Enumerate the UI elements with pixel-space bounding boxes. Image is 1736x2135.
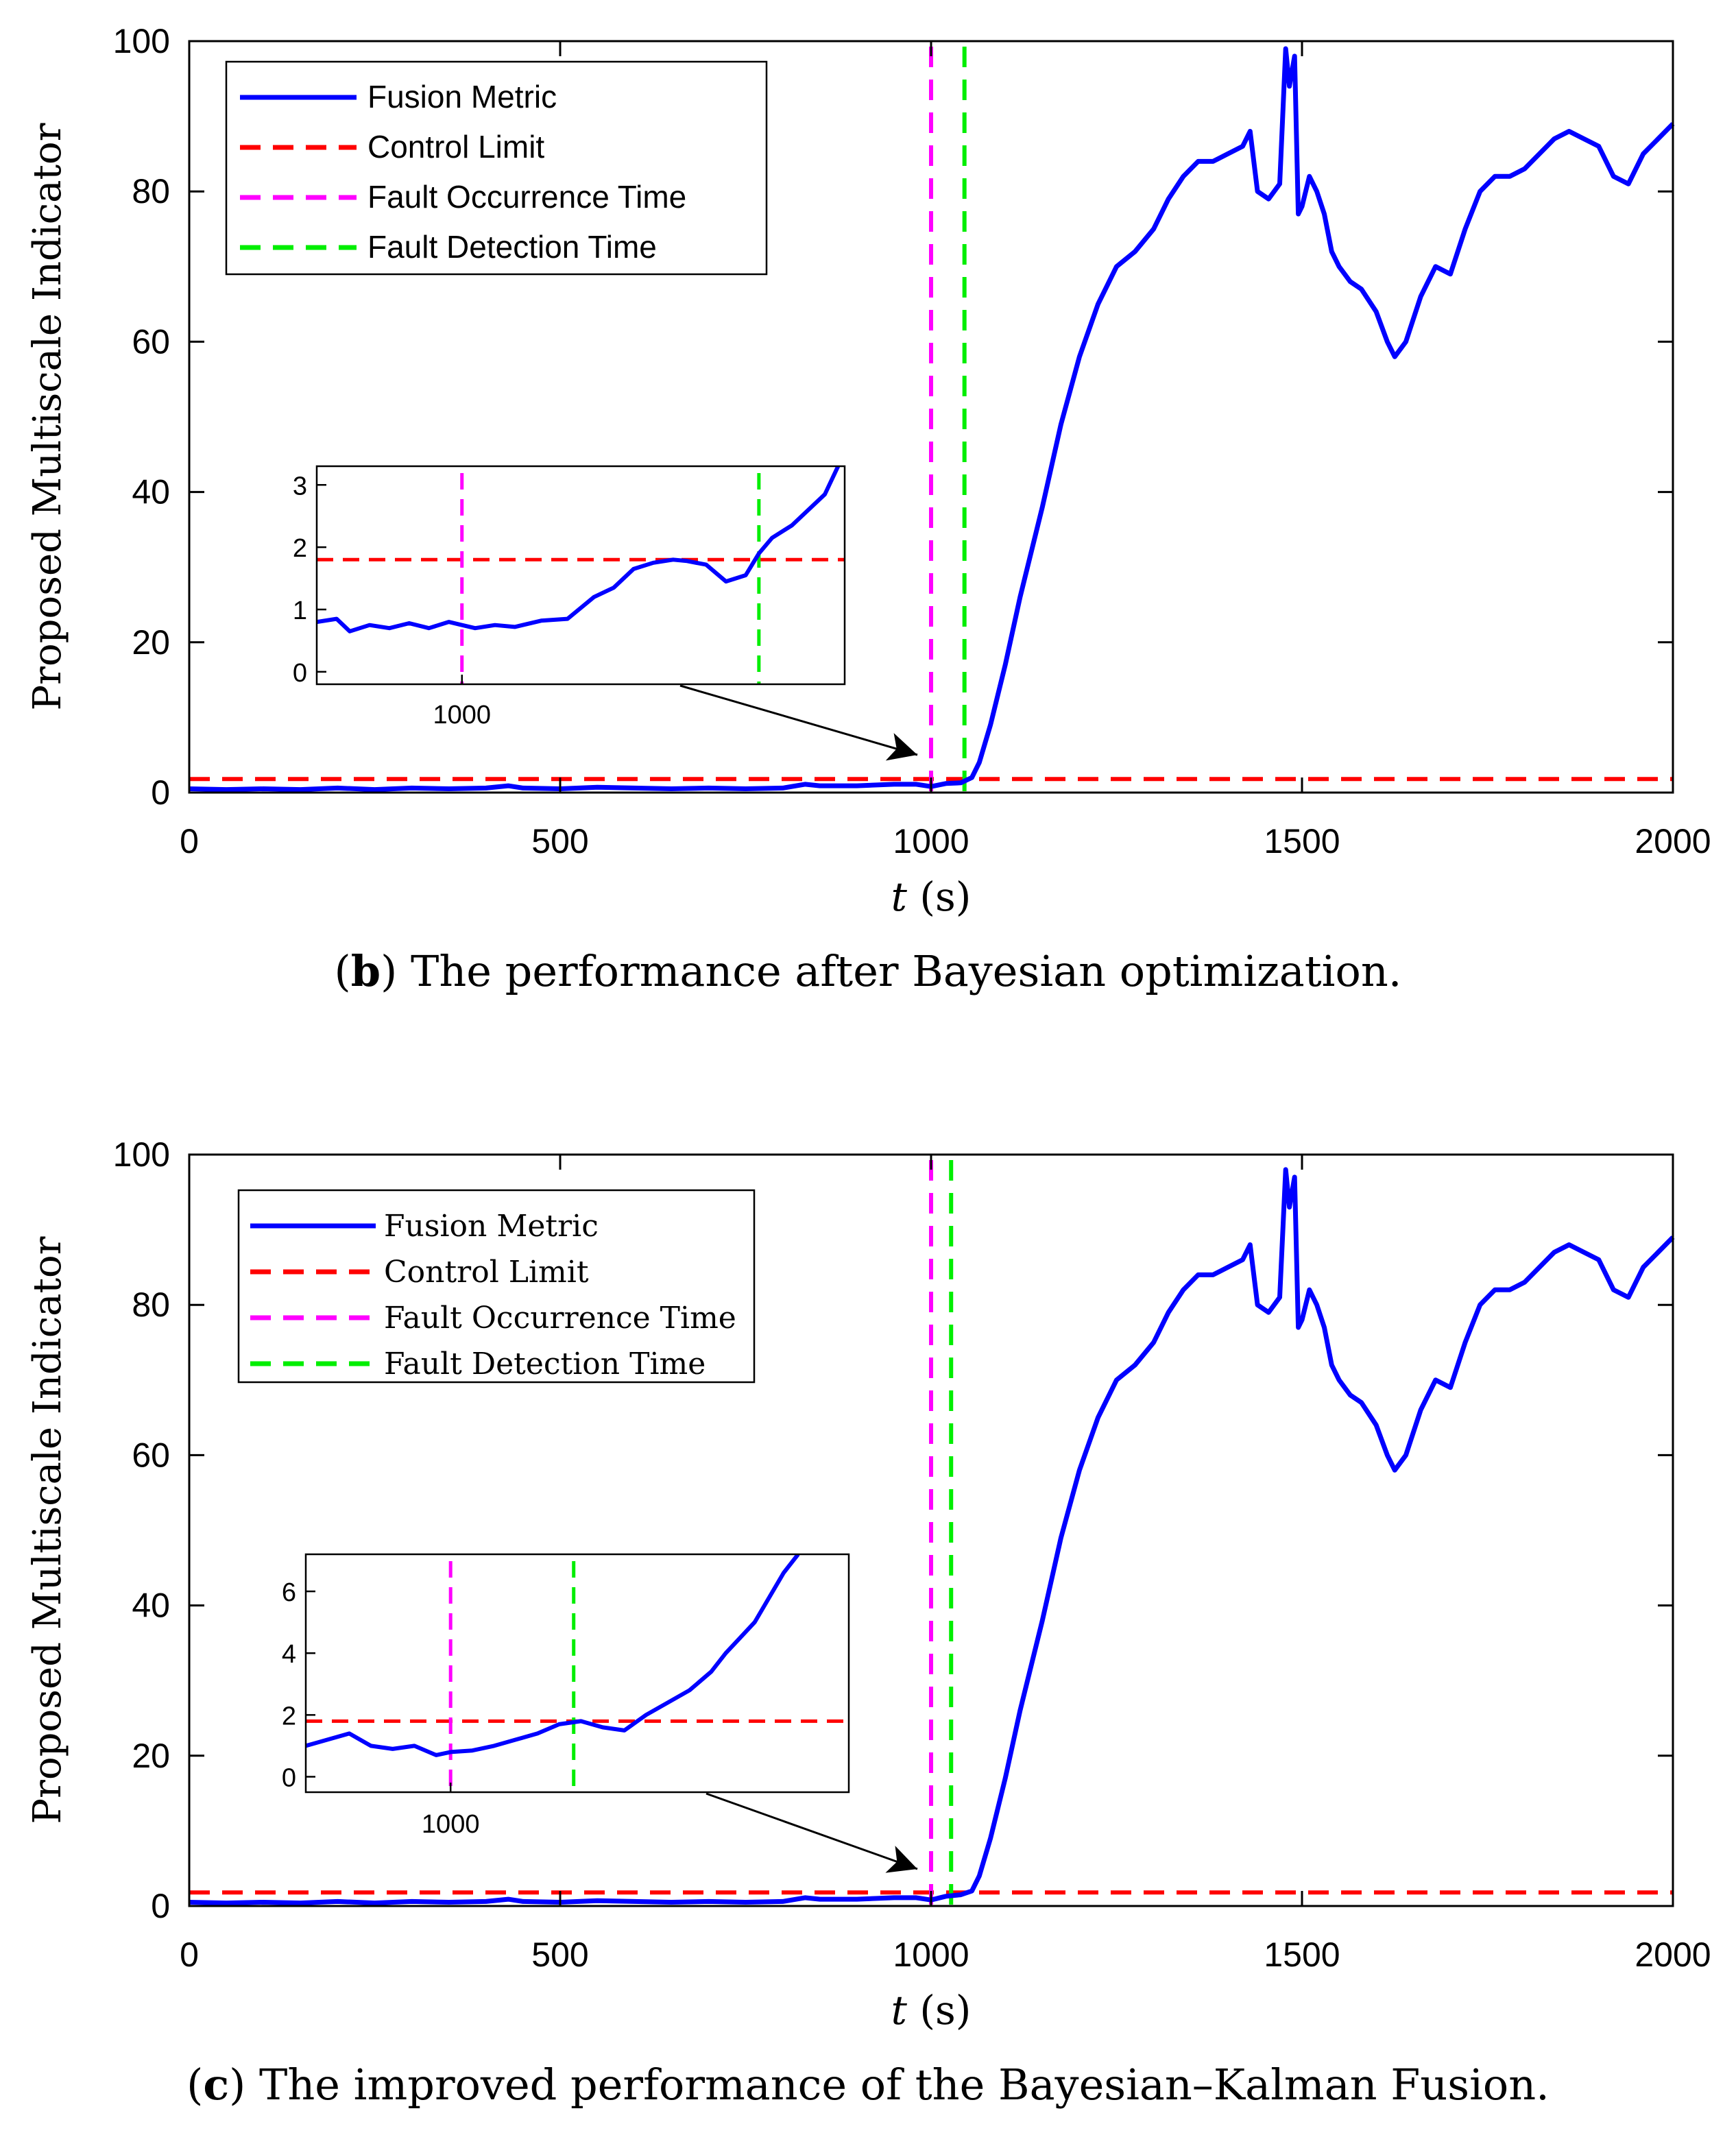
legend-label: Fusion Metric [367, 79, 557, 114]
inset-area [317, 466, 845, 684]
fusion-metric-series [189, 46, 1675, 793]
x-axis-variable: t [891, 873, 908, 920]
y-axis-label: Proposed Multiscale Indicator [25, 123, 70, 710]
y-tick-label: 0 [151, 773, 170, 812]
inset-content [306, 1554, 849, 1792]
y-tick-label: 20 [132, 623, 170, 662]
x-axis-label: t (s) [891, 873, 972, 920]
y-tick-label: 80 [132, 1286, 170, 1324]
x-tick-label: 1000 [893, 822, 969, 860]
inset-frame [315, 465, 846, 686]
legend: Fusion Metric Control Limit Fault Occurren… [225, 60, 768, 276]
x-tick-label: 0 [180, 1935, 199, 1974]
y-tick-label: 40 [132, 1587, 170, 1625]
x-tick-label: 2000 [1635, 1935, 1711, 1974]
x-tick-label: 0 [180, 822, 199, 860]
y-tick-label: 0 [151, 1887, 170, 1925]
legend-label: Control Limit [367, 129, 544, 165]
x-axis-unit: (s) [919, 873, 971, 920]
caption-text: ) The performance after Bayesian optimiz… [381, 946, 1401, 996]
inset-content [317, 466, 845, 684]
figure-caption: (b) The performance after Bayesian optim… [335, 946, 1402, 996]
caption-open-paren: ( [186, 2060, 203, 2110]
legend-label: Fusion Metric [384, 1209, 599, 1244]
x-axis-space [907, 1987, 919, 2034]
legend-label: Fault Occurrence Time [384, 1301, 736, 1336]
inset-x-tick-label: 1000 [422, 1810, 480, 1839]
x-tick-label: 1500 [1264, 1935, 1340, 1974]
inset-area [306, 1554, 849, 1792]
legend-label: Control Limit [384, 1255, 589, 1290]
inset-y-tick-label: 1 [293, 596, 307, 625]
inset-plot: 0 1 2 3 1000 [293, 465, 846, 729]
inset-fusion-metric [306, 1554, 800, 1757]
y-tick-label: 40 [132, 473, 170, 511]
legend-label: Fault Occurrence Time [367, 179, 686, 215]
x-axis-label: t (s) [891, 1987, 972, 2034]
inset-y-tick-label: 2 [293, 534, 307, 563]
inset-y-tick-label: 3 [293, 472, 307, 500]
x-axis-unit: (s) [919, 1987, 971, 2034]
y-tick-label: 60 [132, 1436, 170, 1474]
zoom-arrow [706, 1792, 918, 1873]
x-tick-label: 1000 [893, 1935, 969, 1974]
inset-plot: 0 2 4 6 1000 [282, 1553, 850, 1839]
y-tick-label: 100 [113, 1135, 170, 1174]
legend-label: Fault Detection Time [367, 229, 657, 265]
inset-y-tick-label: 0 [293, 659, 307, 688]
inset-x-tick-label: 1000 [433, 701, 491, 729]
x-tick-label: 500 [531, 1935, 588, 1974]
caption-panel-label: b [351, 946, 381, 996]
legend-label: Fault Detection Time [384, 1347, 706, 1382]
x-axis-space [907, 873, 919, 920]
y-axis-label: Proposed Multiscale Indicator [25, 1236, 70, 1824]
y-tick-label: 20 [132, 1737, 170, 1775]
caption-panel-label: c [203, 2060, 229, 2110]
caption-text: ) The improved performance of the Bayesi… [229, 2060, 1550, 2110]
inset-y-tick-label: 2 [282, 1702, 296, 1730]
x-axis-variable: t [891, 1987, 908, 2034]
x-tick-label: 1500 [1264, 822, 1340, 860]
figure-caption: (c) The improved performance of the Baye… [186, 2060, 1550, 2110]
y-tick-label: 100 [113, 22, 170, 60]
caption-open-paren: ( [335, 946, 351, 996]
y-tick-label: 80 [132, 172, 170, 210]
x-tick-label: 2000 [1635, 822, 1711, 860]
zoom-arrow [679, 684, 918, 761]
y-tick-label: 60 [132, 322, 170, 361]
inset-fusion-metric [317, 466, 841, 634]
legend-box [237, 1189, 756, 1384]
legend: Fusion Metric Control Limit Fault Occurren… [237, 1189, 756, 1384]
inset-y-tick-label: 0 [282, 1763, 296, 1792]
x-tick-label: 500 [531, 822, 588, 860]
inset-y-tick-label: 6 [282, 1578, 296, 1607]
inset-frame [304, 1553, 850, 1794]
inset-y-tick-label: 4 [282, 1640, 296, 1669]
fusion-metric-series [189, 1167, 1675, 1906]
